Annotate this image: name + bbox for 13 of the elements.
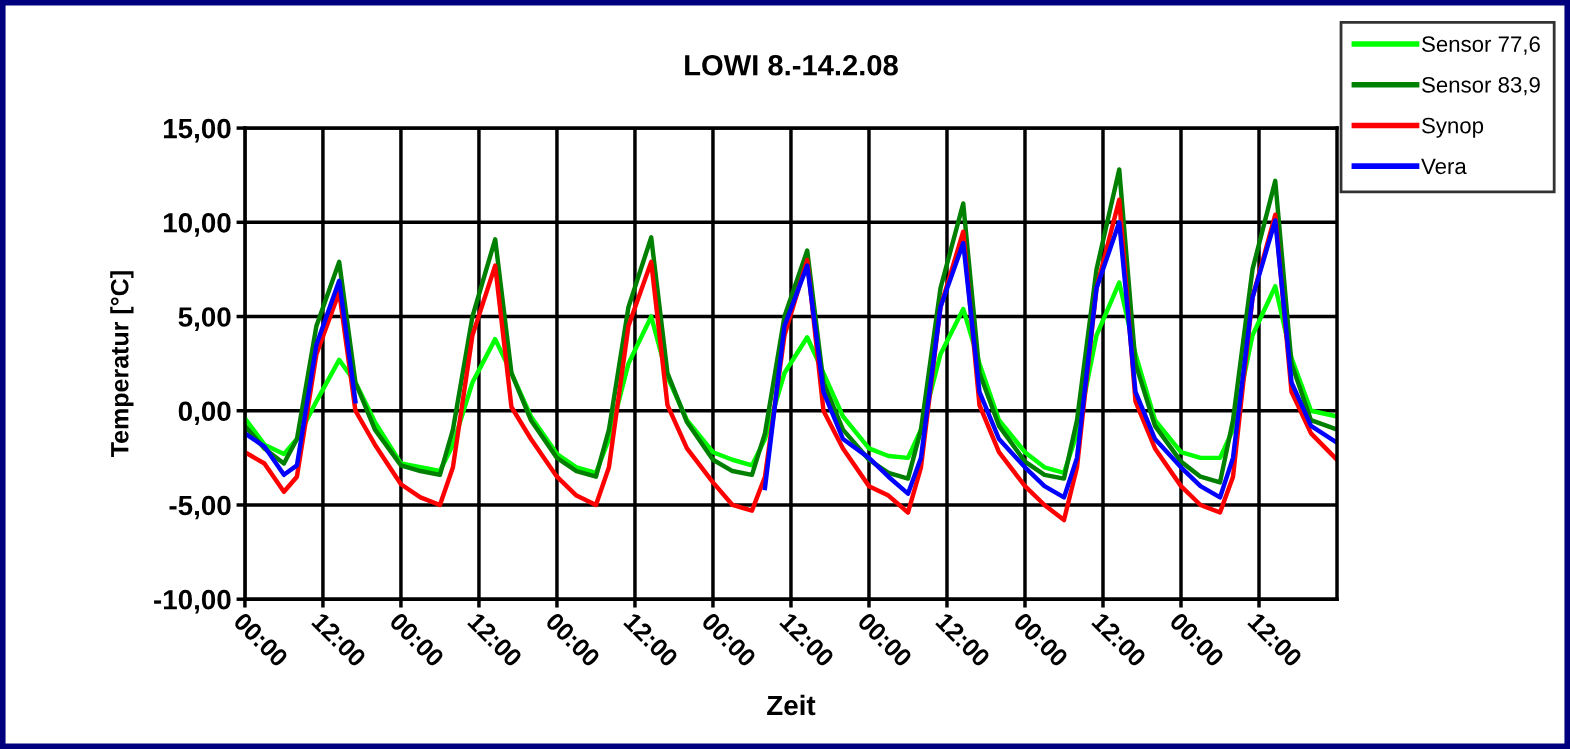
y-tick-label: 0,00: [178, 401, 231, 426]
y-tick-label: 15,00: [163, 118, 231, 143]
y-tick-label: -5,00: [169, 495, 231, 520]
x-axis-title: Zeit: [767, 694, 816, 716]
legend-label: Sensor 77,6: [1422, 36, 1540, 55]
y-tick-label: 10,00: [163, 212, 231, 237]
legend-label: Vera: [1421, 158, 1467, 175]
y-tick-label: 5,00: [178, 307, 231, 331]
y-tick-label: -10,00: [154, 589, 231, 614]
y-axis-title: Temperatur [°C]: [110, 271, 134, 458]
chart-title: LOWI 8.-14.2.08: [685, 54, 898, 76]
legend-label: Synop: [1422, 117, 1484, 138]
legend-label: Sensor 83,9: [1422, 76, 1540, 96]
